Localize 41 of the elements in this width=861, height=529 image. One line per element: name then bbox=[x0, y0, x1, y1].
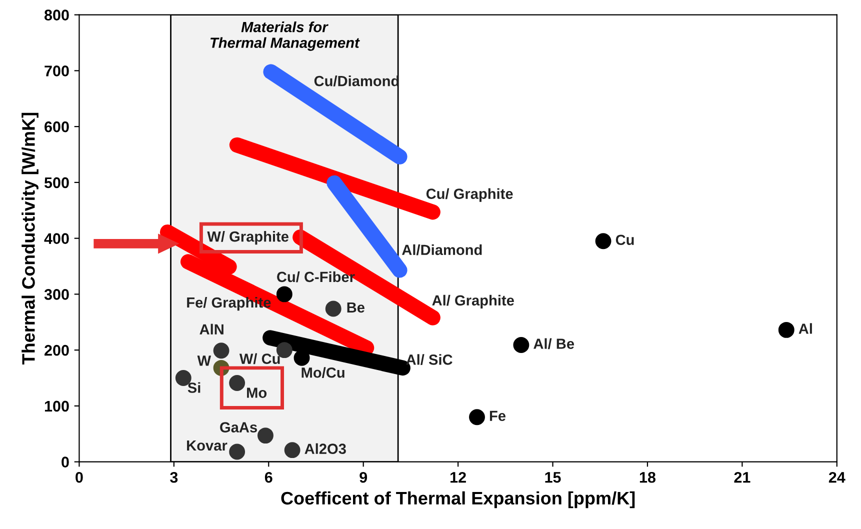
x-tick-label: 15 bbox=[545, 472, 561, 483]
annotation: Be bbox=[347, 302, 364, 313]
y-tick-label: 800 bbox=[44, 10, 69, 20]
y-tick-label: 300 bbox=[44, 289, 69, 300]
annotation: Fe bbox=[490, 410, 506, 422]
annotation: W bbox=[197, 356, 212, 366]
annotation: Al/ Be bbox=[534, 338, 574, 350]
annotation: Mo bbox=[247, 388, 267, 398]
annotation: GaAs bbox=[220, 422, 257, 432]
y-tick-label: 500 bbox=[44, 177, 69, 188]
annotation: Al/ SiC bbox=[406, 354, 452, 366]
y-tick-label: 400 bbox=[44, 233, 69, 244]
annotation: Kovar bbox=[187, 440, 228, 451]
x-tick-label: 0 bbox=[76, 472, 83, 483]
x-tick-label: 24 bbox=[828, 472, 846, 483]
band-label: Materials for Thermal Management bbox=[210, 22, 360, 51]
x-tick-label: 9 bbox=[360, 472, 368, 483]
annotation: Al/Diamond bbox=[402, 244, 482, 256]
x-tick-label: 3 bbox=[170, 472, 178, 483]
x-tick-label: 6 bbox=[264, 472, 272, 483]
annotation: Al/ Graphite bbox=[432, 294, 514, 308]
y-tick-label: 600 bbox=[44, 121, 69, 132]
x-tick-label: 18 bbox=[640, 472, 656, 483]
annotation: Cu/ C-Fiber bbox=[277, 271, 355, 282]
annotation: Cu/ Graphite bbox=[426, 188, 513, 202]
annotation: Cu bbox=[616, 234, 634, 246]
annotation: W/ Cu bbox=[239, 353, 280, 364]
annotation: Mo/Cu bbox=[302, 367, 344, 378]
x-tick-label: 12 bbox=[450, 472, 466, 483]
y-tick-label: 700 bbox=[44, 66, 69, 76]
x-axis-title: Coefficent of Thermal Expansion [ppm/K] bbox=[281, 491, 635, 508]
y-tick-label: 100 bbox=[44, 400, 69, 412]
y-tick-label: 200 bbox=[44, 344, 69, 356]
y-tick-label: 0 bbox=[62, 456, 69, 468]
annotation: Al bbox=[798, 323, 812, 334]
annotation: Al2O3 bbox=[304, 443, 346, 454]
x-tick-label: 21 bbox=[734, 472, 750, 483]
annotation: W/ Graphite bbox=[207, 231, 289, 245]
annotation: AlN bbox=[200, 324, 224, 334]
annotation: Si bbox=[188, 382, 200, 393]
y-axis-title: Thermal Conductivity [W/mK] bbox=[22, 112, 38, 364]
